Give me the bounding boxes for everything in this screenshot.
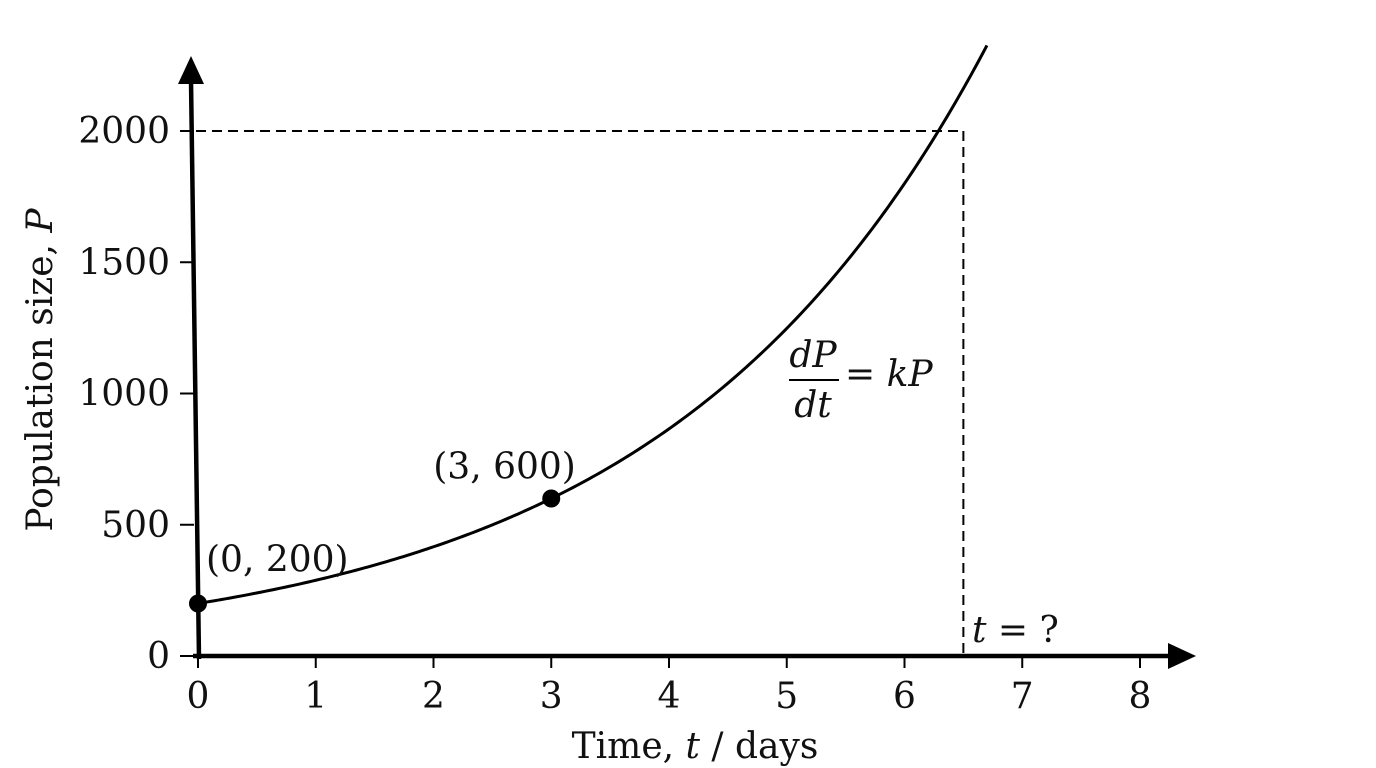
target-time-label: t = ? xyxy=(972,610,1059,651)
data-point-label: (3, 600) xyxy=(433,447,576,488)
y-tick-label: 2000 xyxy=(78,111,170,152)
data-point xyxy=(542,489,561,508)
x-tick-label: 0 xyxy=(187,676,210,717)
population-curve xyxy=(197,44,989,605)
axes xyxy=(178,56,1196,669)
y-axis-line xyxy=(188,79,202,660)
x-tick-label: 5 xyxy=(775,676,798,717)
y-tick-label: 1500 xyxy=(78,242,170,283)
x-axis-arrowhead xyxy=(1168,643,1196,669)
y-tick-label: 500 xyxy=(101,505,170,546)
x-tick-label: 6 xyxy=(893,676,916,717)
data-point xyxy=(189,594,207,613)
equation-numerator: dP xyxy=(789,335,837,376)
x-tick-label: 1 xyxy=(304,676,327,717)
x-tick-label: 3 xyxy=(540,676,563,717)
y-tick-label: 1000 xyxy=(78,374,170,415)
equation-denominator: dt xyxy=(794,385,832,426)
x-tick-label: 7 xyxy=(1011,676,1034,717)
y-axis-label: Population size, P xyxy=(20,208,61,532)
y-tick-label: 0 xyxy=(147,636,170,677)
x-tick-label: 2 xyxy=(422,676,445,717)
equation-rhs: = kP xyxy=(845,354,933,395)
guide-lines xyxy=(196,130,965,656)
y-axis-arrowhead xyxy=(178,56,204,84)
data-point-label: (0, 200) xyxy=(206,540,349,581)
x-axis-label: Time, t / days xyxy=(572,726,819,767)
x-tick-label: 8 xyxy=(1129,676,1152,717)
x-tick-label: 4 xyxy=(658,676,681,717)
curve-group xyxy=(197,44,989,605)
annotations: (0, 200) (3, 600) xyxy=(189,447,576,613)
tick-labels: 0 1 2 3 4 5 6 7 8 0 500 1000 1500 2000 xyxy=(78,111,1151,717)
